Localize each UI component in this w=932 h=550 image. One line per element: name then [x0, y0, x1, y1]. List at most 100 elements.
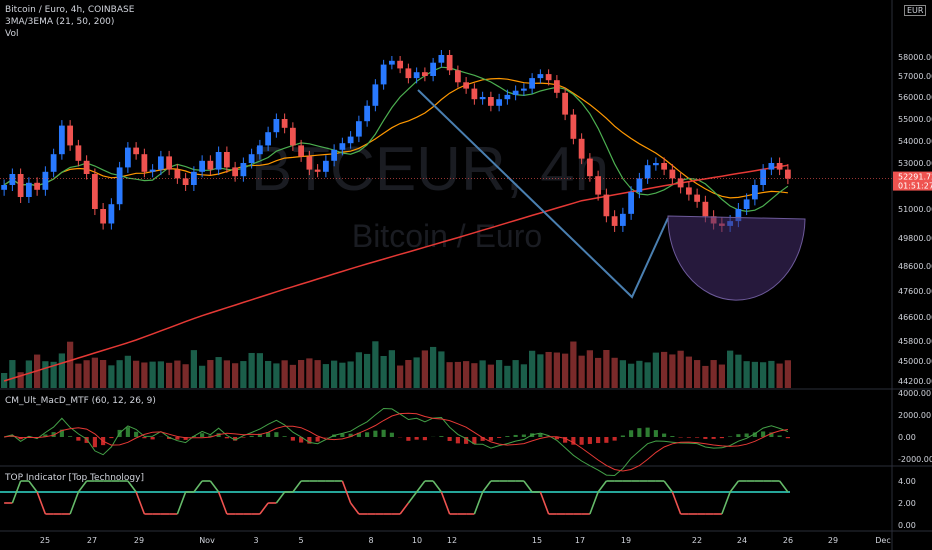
- ma-legend[interactable]: 3MA/3EMA (21, 50, 200): [5, 17, 115, 27]
- x-tick-label: Dec: [875, 536, 890, 545]
- watermark-name: Bitcoin / Euro: [352, 218, 542, 254]
- volume-bar: [611, 357, 618, 388]
- x-tick-label: 19: [621, 536, 631, 545]
- volume-bar: [430, 346, 437, 388]
- top-indicator-segment: [77, 480, 88, 493]
- top-indicator-segment: [399, 502, 410, 515]
- volume-bar: [174, 360, 181, 388]
- top-indicator-segment: [176, 491, 187, 515]
- price-tick-label: 49800.00: [898, 234, 932, 243]
- top-indicator-segment: [407, 491, 418, 504]
- top-indicator-segment: [292, 480, 302, 493]
- top-indicator-segment: [589, 491, 599, 515]
- volume-bar: [298, 360, 305, 388]
- x-tick-label: 24: [737, 536, 747, 545]
- volume-bar: [100, 360, 107, 388]
- volume-bar: [553, 352, 560, 388]
- currency-badge[interactable]: EUR: [904, 5, 927, 16]
- candle-body: [364, 105, 371, 122]
- candle-body: [636, 178, 643, 193]
- ma50-line: [3, 77, 788, 199]
- candle-body: [735, 209, 742, 222]
- volume-bar: [743, 361, 750, 388]
- volume-bar: [281, 360, 288, 388]
- volume-bar: [636, 360, 643, 388]
- volume-bar: [751, 361, 758, 388]
- volume-bar: [265, 360, 272, 388]
- volume-bar: [223, 360, 230, 388]
- volume-bar: [570, 341, 577, 388]
- symbol-legend[interactable]: Bitcoin / Euro, 4h, COINBASE: [5, 5, 135, 15]
- x-tick-label: 29: [134, 536, 144, 545]
- macd-legend[interactable]: CM_Ult_MacD_MTF (60, 12, 26, 9): [5, 396, 156, 406]
- macd-tick-label: 4000.00: [898, 389, 931, 398]
- top-indicator-segment: [415, 480, 426, 493]
- volume-bar: [529, 350, 536, 388]
- candle-body: [17, 174, 24, 197]
- candle-body: [248, 154, 255, 163]
- volume-bar: [91, 357, 98, 388]
- volume-bar: [58, 353, 65, 388]
- candle-body: [339, 143, 346, 150]
- candle-body: [578, 138, 585, 159]
- candle-body: [182, 178, 189, 185]
- volume-bar: [9, 360, 16, 388]
- top-indicator-segment: [729, 480, 740, 493]
- volume-bar: [487, 364, 494, 388]
- candle-body: [116, 167, 123, 205]
- candle-body: [438, 55, 445, 63]
- candle-body: [108, 204, 115, 224]
- volume-bar: [232, 363, 239, 388]
- volume-bar: [586, 350, 593, 388]
- top-tick-label: 2.00: [898, 499, 916, 508]
- top-indicator-segment: [349, 502, 360, 515]
- volume-bar: [438, 351, 445, 388]
- volume-bar: [446, 362, 453, 388]
- volume-bar: [413, 357, 420, 388]
- candle-body: [553, 80, 560, 93]
- volume-bar: [537, 354, 544, 388]
- volume-bar: [149, 361, 156, 388]
- x-tick-label: 26: [783, 536, 793, 545]
- volume-bar: [347, 361, 354, 388]
- volume-bar: [496, 360, 503, 388]
- volume-legend[interactable]: Vol: [5, 29, 19, 39]
- bowl-drawing: [667, 215, 806, 301]
- candle-body: [133, 147, 140, 155]
- candle-body: [504, 94, 511, 100]
- volume-bar: [190, 350, 197, 388]
- candle-body: [331, 149, 338, 161]
- volume-bar: [685, 356, 692, 388]
- ma21-line: [3, 66, 789, 213]
- candle-body: [545, 74, 552, 81]
- volume-bar: [421, 350, 428, 388]
- candle-body: [347, 136, 354, 144]
- candle-body: [768, 163, 775, 170]
- candle-body: [644, 165, 651, 179]
- top-indicator-segment: [135, 491, 146, 515]
- volume-bar: [652, 352, 659, 388]
- volume-bar: [760, 362, 767, 388]
- volume-bar: [545, 351, 552, 388]
- top-indicator-legend[interactable]: TOP Indicator [Top Technology]: [5, 473, 144, 483]
- price-tick-label: 47600.00: [898, 287, 932, 296]
- x-tick-label: 15: [532, 536, 542, 545]
- volume-bar: [289, 364, 296, 388]
- price-tick-label: 51000.00: [898, 205, 932, 214]
- candle-body: [586, 158, 593, 177]
- volume-bar: [240, 361, 247, 388]
- volume-bar: [157, 361, 164, 388]
- candle-body: [619, 213, 626, 226]
- price-tick-label: 53000.00: [898, 159, 932, 168]
- volume-bar: [768, 360, 775, 388]
- top-indicator-segment: [432, 480, 443, 493]
- candle-body: [611, 216, 618, 226]
- candle-body: [702, 201, 709, 217]
- ma200-line: [3, 164, 789, 382]
- candle-body: [652, 163, 659, 166]
- x-tick-label: 22: [692, 536, 702, 545]
- countdown-label: 01:51:27: [898, 182, 932, 191]
- volume-bar: [405, 360, 412, 388]
- candle-body: [512, 90, 519, 95]
- volume-bar: [322, 364, 329, 388]
